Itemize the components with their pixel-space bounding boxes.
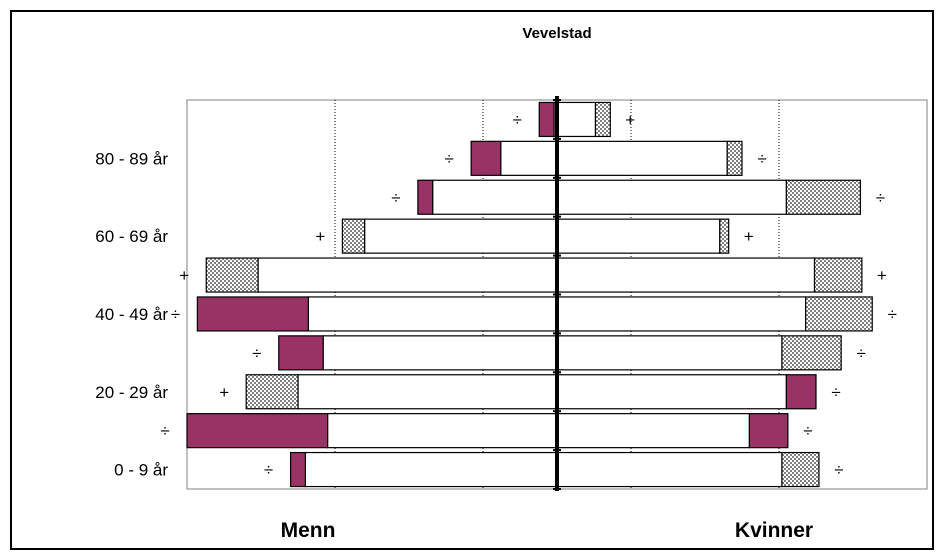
women-change-sign: ÷ bbox=[803, 422, 812, 441]
men-change-bar bbox=[470, 140, 502, 176]
women-base-bar bbox=[556, 296, 807, 332]
men-base-bar bbox=[327, 413, 558, 449]
women-change-bar bbox=[785, 179, 862, 215]
women-base-bar bbox=[556, 413, 750, 449]
men-change-bar bbox=[290, 451, 307, 488]
women-change-bar bbox=[813, 257, 863, 293]
men-base-bar bbox=[432, 179, 558, 215]
men-change-bar bbox=[341, 218, 366, 254]
women-change-sign: ÷ bbox=[831, 383, 840, 402]
men-change-sign: ÷ bbox=[160, 422, 169, 441]
women-base-bar bbox=[556, 257, 816, 293]
plot-area: ÷ ÷0 - 9 år÷ ÷+ ÷20 - 29 år÷ ÷÷ ÷40 - 49 år+ +… bbox=[95, 96, 928, 491]
age-band-label: 60 - 69 år bbox=[95, 227, 168, 246]
men-change-sign: ÷ bbox=[444, 149, 453, 168]
men-change-sign: ÷ bbox=[391, 188, 400, 207]
women-change-bar bbox=[781, 451, 820, 488]
women-change-bar bbox=[781, 335, 842, 371]
men-label: Menn bbox=[281, 519, 336, 542]
men-change-bar bbox=[196, 296, 309, 332]
women-change-sign: ÷ bbox=[876, 188, 885, 207]
women-change-bar bbox=[726, 140, 743, 176]
men-change-bar bbox=[538, 101, 555, 138]
men-change-sign: ÷ bbox=[513, 110, 522, 129]
women-change-sign: + bbox=[625, 110, 635, 129]
women-change-bar bbox=[719, 218, 730, 254]
men-base-bar bbox=[257, 257, 558, 293]
men-change-bar bbox=[417, 179, 434, 215]
women-base-bar bbox=[556, 451, 783, 488]
men-change-bar bbox=[186, 413, 329, 449]
age-band-label: 0 - 9 år bbox=[114, 461, 168, 480]
women-change-bar bbox=[594, 101, 611, 138]
women-change-sign: ÷ bbox=[856, 344, 865, 363]
men-change-sign: ÷ bbox=[264, 461, 273, 480]
men-change-bar bbox=[278, 335, 324, 371]
men-change-bar bbox=[245, 374, 299, 410]
women-base-bar bbox=[556, 335, 783, 371]
men-change-sign: ÷ bbox=[252, 344, 261, 363]
women-change-bar bbox=[805, 296, 873, 332]
women-change-bar bbox=[785, 374, 817, 410]
men-change-sign: + bbox=[179, 266, 189, 285]
women-base-bar bbox=[556, 374, 787, 410]
men-base-bar bbox=[364, 218, 558, 254]
men-change-sign: + bbox=[315, 227, 325, 246]
women-change-bar bbox=[748, 413, 789, 449]
men-change-sign: + bbox=[219, 383, 229, 402]
age-band-label: 20 - 29 år bbox=[95, 383, 168, 402]
men-change-sign: ÷ bbox=[171, 305, 180, 324]
women-change-sign: + bbox=[744, 227, 754, 246]
men-base-bar bbox=[297, 374, 558, 410]
chart-title: Vevelstad bbox=[522, 25, 591, 42]
women-change-sign: ÷ bbox=[834, 461, 843, 480]
women-base-bar bbox=[556, 218, 721, 254]
men-base-bar bbox=[500, 140, 558, 176]
men-base-bar bbox=[307, 296, 558, 332]
women-base-bar bbox=[556, 179, 787, 215]
men-change-bar bbox=[205, 257, 259, 293]
women-change-sign: ÷ bbox=[888, 305, 897, 324]
women-label: Kvinner bbox=[735, 519, 813, 542]
men-base-bar bbox=[322, 335, 558, 371]
age-band-label: 80 - 89 år bbox=[95, 149, 168, 168]
age-band-label: 40 - 49 år bbox=[95, 305, 168, 324]
women-change-sign: + bbox=[877, 266, 887, 285]
women-base-bar bbox=[556, 140, 728, 176]
women-base-bar bbox=[556, 101, 597, 138]
men-base-bar bbox=[304, 451, 558, 488]
women-change-sign: ÷ bbox=[757, 149, 766, 168]
